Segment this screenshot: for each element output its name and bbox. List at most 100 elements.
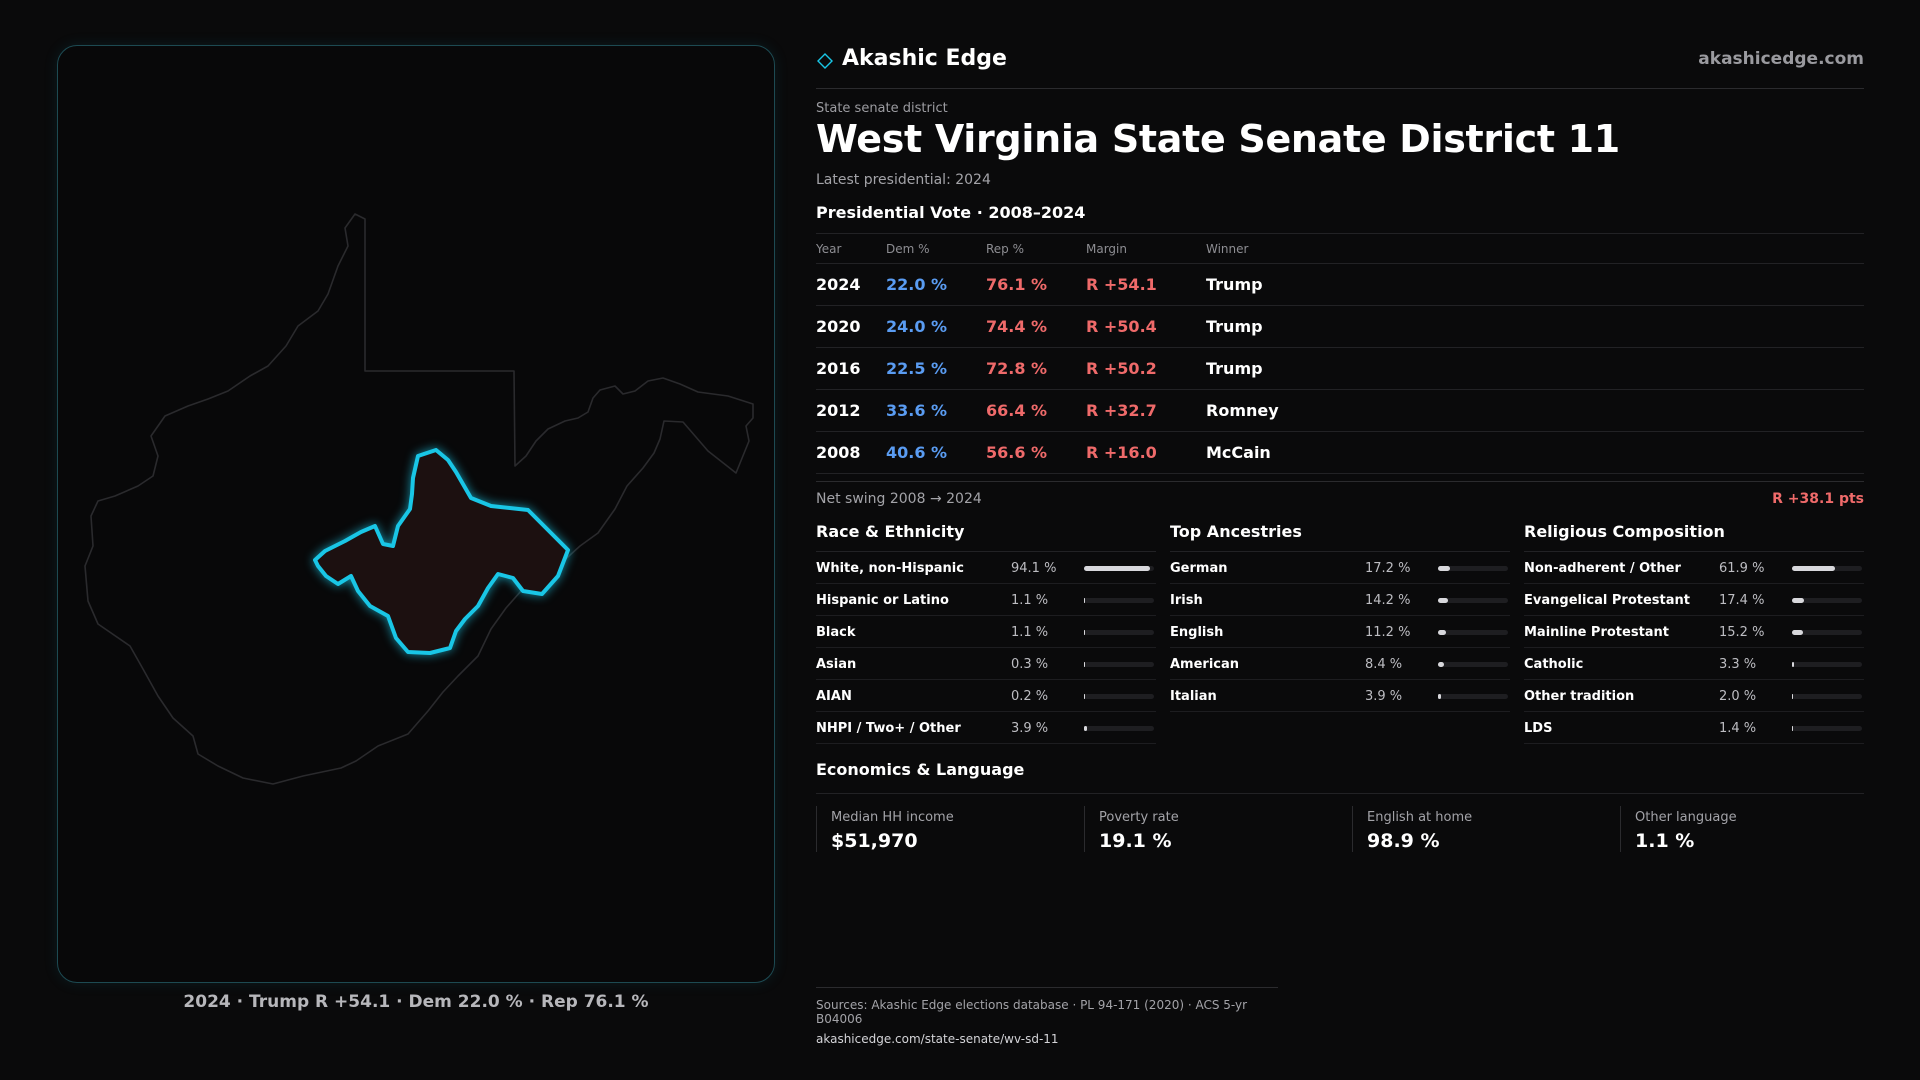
share-bar-fill: [1792, 630, 1803, 635]
share-bar-fill: [1792, 662, 1795, 667]
sources-footer: Sources: Akashic Edge elections database…: [816, 987, 1278, 1046]
item-pct: 8.4 %: [1365, 657, 1403, 672]
share-bar: [1438, 694, 1508, 699]
year-cell: 2024: [816, 275, 861, 294]
item-pct: 0.2 %: [1011, 689, 1049, 704]
item-label: Catholic: [1524, 657, 1584, 672]
list-item: Asian 0.3 %: [816, 648, 1156, 680]
list-item: LDS 1.4 %: [1524, 712, 1864, 744]
list-item: AIAN 0.2 %: [816, 680, 1156, 712]
list-item: Mainline Protestant 15.2 %: [1524, 616, 1864, 648]
item-label: LDS: [1524, 721, 1553, 736]
item-label: NHPI / Two+ / Other: [816, 721, 961, 736]
year-cell: 2016: [816, 359, 861, 378]
list-item: Hispanic or Latino 1.1 %: [816, 584, 1156, 616]
item-pct: 14.2 %: [1365, 593, 1411, 608]
share-bar: [1792, 630, 1862, 635]
share-bar-fill: [1438, 694, 1441, 699]
year-cell: 2020: [816, 317, 861, 336]
item-label: Asian: [816, 657, 857, 672]
stat-label: Median HH income: [831, 810, 954, 825]
stat-median-income: Median HH income $51,970: [816, 806, 1056, 852]
dem-cell: 33.6 %: [886, 401, 948, 420]
stat-value: 19.1 %: [1099, 830, 1172, 852]
item-pct: 3.9 %: [1011, 721, 1049, 736]
share-bar: [1792, 566, 1862, 571]
share-bar: [1438, 566, 1508, 571]
col-dem: Dem %: [886, 242, 930, 256]
share-bar-fill: [1084, 566, 1150, 571]
col-winner: Winner: [1206, 242, 1249, 256]
list-item: White, non-Hispanic 94.1 %: [816, 552, 1156, 584]
net-swing-label: Net swing 2008 → 2024: [816, 491, 982, 507]
item-label: Black: [816, 625, 856, 640]
rep-cell: 66.4 %: [986, 401, 1048, 420]
item-pct: 61.9 %: [1719, 561, 1765, 576]
table-row: 2012 33.6 % 66.4 % R +32.7 Romney: [816, 390, 1864, 432]
item-label: American: [1170, 657, 1240, 672]
stat-label: Other language: [1635, 810, 1737, 825]
item-label: Mainline Protestant: [1524, 625, 1670, 640]
item-label: German: [1170, 561, 1228, 576]
winner-cell: Trump: [1206, 359, 1263, 378]
list-item: Catholic 3.3 %: [1524, 648, 1864, 680]
dem-cell: 22.5 %: [886, 359, 948, 378]
share-bar-fill: [1438, 598, 1448, 603]
item-label: Italian: [1170, 689, 1217, 704]
winner-cell: Trump: [1206, 275, 1263, 294]
table-row: 2020 24.0 % 74.4 % R +50.4 Trump: [816, 306, 1864, 348]
district-11-shape: [313, 448, 570, 655]
list-item: German 17.2 %: [1170, 552, 1510, 584]
item-pct: 11.2 %: [1365, 625, 1411, 640]
list-item: Black 1.1 %: [816, 616, 1156, 648]
brand-name: Akashic Edge: [842, 46, 1007, 71]
brand-bar: Akashic Edge akashicedge.com: [816, 44, 1864, 89]
winner-cell: McCain: [1206, 443, 1271, 462]
share-bar-fill: [1438, 566, 1451, 571]
winner-cell: Romney: [1206, 401, 1279, 420]
list-item: Other tradition 2.0 %: [1524, 680, 1864, 712]
brand-url-link[interactable]: akashicedge.com: [1698, 49, 1864, 69]
table-row: 2008 40.6 % 56.6 % R +16.0 McCain: [816, 432, 1864, 474]
share-bar: [1438, 630, 1508, 635]
share-bar-fill: [1792, 726, 1794, 731]
list-item: American 8.4 %: [1170, 648, 1510, 680]
share-bar-fill: [1438, 662, 1444, 667]
item-pct: 3.9 %: [1365, 689, 1403, 704]
list-item: Evangelical Protestant 17.4 %: [1524, 584, 1864, 616]
net-swing: Net swing 2008 → 2024 R +38.1 pts: [816, 481, 1864, 507]
share-bar-fill: [1084, 694, 1086, 699]
list-item: Irish 14.2 %: [1170, 584, 1510, 616]
table-row: 2016 22.5 % 72.8 % R +50.2 Trump: [816, 348, 1864, 390]
map-panel: [57, 45, 775, 983]
item-label: Other tradition: [1524, 689, 1635, 704]
share-bar: [1792, 694, 1862, 699]
source-link[interactable]: akashicedge.com/state-senate/wv-sd-11: [816, 1032, 1059, 1046]
margin-cell: R +50.4: [1086, 317, 1157, 336]
latest-presidential: Latest presidential: 2024: [816, 172, 991, 188]
stat-other-language: Other language 1.1 %: [1620, 806, 1860, 852]
margin-cell: R +32.7: [1086, 401, 1157, 420]
rep-cell: 76.1 %: [986, 275, 1048, 294]
margin-cell: R +54.1: [1086, 275, 1157, 294]
share-bar-fill: [1084, 662, 1086, 667]
share-bar: [1792, 662, 1862, 667]
share-bar-fill: [1084, 598, 1086, 603]
item-label: Non-adherent / Other: [1524, 561, 1681, 576]
item-pct: 1.1 %: [1011, 593, 1049, 608]
rep-cell: 56.6 %: [986, 443, 1048, 462]
share-bar-fill: [1792, 694, 1794, 699]
share-bar-fill: [1084, 726, 1087, 731]
district-type-label: State senate district: [816, 101, 948, 116]
item-pct: 17.2 %: [1365, 561, 1411, 576]
religious-composition-section: Religious Composition Non-adherent / Oth…: [1524, 522, 1864, 744]
share-bar-fill: [1438, 630, 1446, 635]
margin-cell: R +50.2: [1086, 359, 1157, 378]
list-item: NHPI / Two+ / Other 3.9 %: [816, 712, 1156, 744]
stat-label: Poverty rate: [1099, 810, 1179, 825]
race-ethnicity-section: Race & Ethnicity White, non-Hispanic 94.1…: [816, 522, 1156, 744]
share-bar: [1084, 662, 1154, 667]
item-label: Irish: [1170, 593, 1203, 608]
item-label: AIAN: [816, 689, 852, 704]
stat-english-at-home: English at home 98.9 %: [1352, 806, 1592, 852]
